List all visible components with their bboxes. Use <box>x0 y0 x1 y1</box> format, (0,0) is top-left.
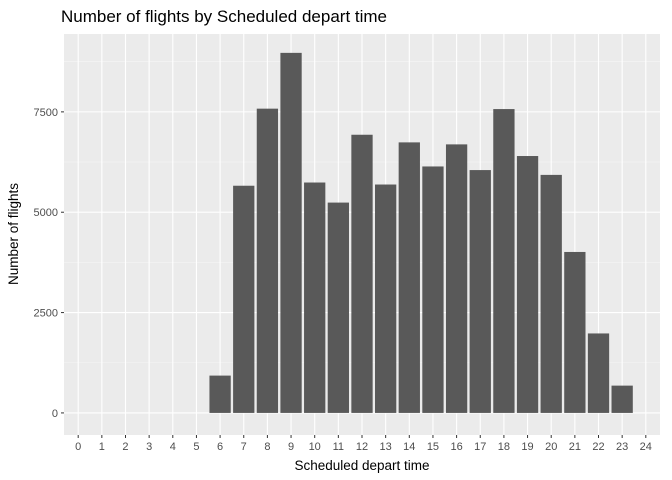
x-axis: 0 1 2 3 4 5 6 7 8 9 10 11 12 13 14 15 16 17 18 19 20 21 22 23 24 <box>75 435 652 453</box>
x-tick-label: 8 <box>264 441 270 453</box>
bar-hour-16 <box>445 144 468 413</box>
y-tick-label: 7500 <box>34 107 58 119</box>
y-axis-title: Number of flights <box>6 183 21 285</box>
y-tick-label: 5000 <box>34 207 58 219</box>
chart-title: Number of flights by Scheduled depart ti… <box>61 7 387 26</box>
x-tick-label: 4 <box>170 441 176 453</box>
x-tick-label: 22 <box>592 441 604 453</box>
bar-hour-8 <box>256 108 279 413</box>
x-tick-label: 5 <box>193 441 199 453</box>
x-tick-label: 13 <box>380 441 392 453</box>
x-tick-label: 1 <box>99 441 105 453</box>
bar-hour-23 <box>611 385 633 413</box>
bar-hour-13 <box>375 184 397 413</box>
bar-hour-18 <box>493 109 515 413</box>
y-tick-label: 2500 <box>34 308 58 320</box>
x-tick-label: 24 <box>640 441 652 453</box>
bar-hour-19 <box>516 156 539 413</box>
bar-hour-22 <box>587 333 610 413</box>
bars <box>209 52 633 413</box>
x-tick-label: 21 <box>569 441 581 453</box>
bar-hour-14 <box>398 142 420 413</box>
bar-hour-6 <box>209 375 231 413</box>
x-tick-label: 23 <box>616 441 628 453</box>
x-tick-label: 6 <box>217 441 223 453</box>
x-tick-label: 9 <box>288 441 294 453</box>
x-tick-label: 7 <box>241 441 247 453</box>
y-tick-label: 0 <box>52 408 58 420</box>
x-tick-label: 2 <box>122 441 128 453</box>
x-tick-label: 14 <box>403 441 415 453</box>
x-axis-title: Scheduled depart time <box>294 458 429 473</box>
bar-hour-17 <box>469 170 491 413</box>
x-tick-label: 11 <box>333 441 344 453</box>
x-tick-label: 17 <box>474 441 486 453</box>
bar-hour-21 <box>564 251 586 413</box>
x-tick-label: 0 <box>75 441 81 453</box>
bar-hour-12 <box>351 134 373 413</box>
bar-hour-10 <box>304 182 326 413</box>
x-tick-label: 19 <box>521 441 533 453</box>
bar-hour-20 <box>540 174 562 413</box>
x-tick-label: 12 <box>356 441 368 453</box>
x-tick-label: 3 <box>146 441 152 453</box>
x-tick-label: 10 <box>309 441 321 453</box>
x-tick-label: 16 <box>450 441 462 453</box>
x-tick-label: 15 <box>427 441 439 453</box>
bar-hour-7 <box>233 185 255 413</box>
x-tick-label: 18 <box>498 441 510 453</box>
bar-hour-15 <box>422 166 444 413</box>
bar-hour-9 <box>280 52 302 413</box>
bar-hour-11 <box>327 202 349 413</box>
y-axis: 0 2500 5000 7500 <box>34 107 64 420</box>
x-tick-label: 20 <box>545 441 557 453</box>
